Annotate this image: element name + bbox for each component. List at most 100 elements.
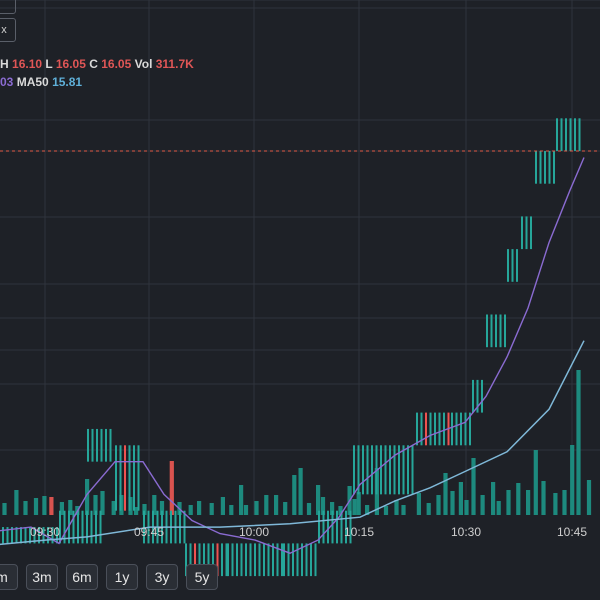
- volume-bar: [197, 501, 202, 515]
- up-candle: [236, 543, 238, 577]
- ma-legend: 03 MA50 15.81: [0, 75, 82, 89]
- down-candle: [124, 445, 126, 511]
- up-candle: [96, 428, 98, 462]
- up-candle: [263, 543, 265, 577]
- volume-bar: [243, 505, 249, 515]
- range-button-5y[interactable]: 5y: [186, 564, 218, 590]
- range-button-3m[interactable]: 3m: [26, 564, 58, 590]
- up-candle: [511, 249, 514, 282]
- x-tick-label: 10:00: [238, 525, 270, 539]
- up-candle: [420, 412, 423, 446]
- volume-bar: [471, 458, 476, 515]
- volume-bar: [134, 507, 139, 515]
- up-candle: [353, 445, 355, 495]
- up-candle: [345, 510, 347, 544]
- volume-bar: [264, 495, 269, 515]
- volume-bar: [169, 461, 174, 515]
- ma50-value: 15.81: [52, 75, 83, 89]
- volume-bar: [93, 495, 98, 515]
- up-candle: [371, 445, 373, 495]
- volume-bar: [100, 491, 105, 515]
- volume-bar: [33, 498, 39, 515]
- up-candle: [349, 510, 352, 544]
- up-candle: [203, 543, 205, 577]
- up-candle: [128, 445, 131, 511]
- close-label: C: [89, 57, 98, 71]
- volume-bar: [480, 495, 485, 515]
- volume-bar: [274, 495, 279, 515]
- toolbar-button-top[interactable]: [0, 0, 16, 14]
- volume-bar: [152, 495, 157, 515]
- volume-bar: [562, 490, 567, 515]
- up-candle: [357, 445, 360, 495]
- up-candle: [407, 445, 409, 495]
- down-candle: [216, 543, 219, 577]
- up-candle: [33, 527, 36, 544]
- up-candle: [56, 527, 58, 544]
- up-candle: [272, 543, 274, 577]
- up-candle: [42, 527, 45, 544]
- up-candle: [90, 510, 93, 544]
- up-candle: [530, 216, 532, 250]
- up-candle: [556, 118, 558, 151]
- ma-short-value: 03: [0, 75, 14, 89]
- volume-label: Vol: [134, 57, 153, 71]
- up-candle: [331, 510, 334, 544]
- volume-bar: [254, 501, 259, 515]
- up-candle: [535, 151, 537, 184]
- range-button-3y[interactable]: 3y: [146, 564, 178, 590]
- range-selector: m 3m 6m 1y 3y 5y: [0, 564, 218, 590]
- volume-bar: [306, 503, 312, 515]
- up-candle: [281, 543, 283, 577]
- up-candle: [472, 379, 474, 413]
- close-indicator-button[interactable]: x: [0, 18, 16, 42]
- up-candle: [469, 412, 471, 446]
- up-candle: [254, 543, 256, 577]
- up-candle: [95, 510, 97, 544]
- up-candle: [495, 314, 497, 348]
- up-candle: [301, 543, 303, 577]
- up-candle: [429, 412, 432, 446]
- volume-bar: [526, 490, 531, 515]
- up-candle: [267, 543, 270, 577]
- range-button-1y[interactable]: 1y: [106, 564, 138, 590]
- volume-bar: [576, 370, 581, 515]
- range-button-6m[interactable]: 6m: [66, 564, 98, 590]
- volume-bar: [394, 500, 399, 515]
- volume-bar: [2, 503, 7, 515]
- up-candle: [287, 543, 290, 577]
- up-candle: [460, 412, 462, 446]
- up-candle: [72, 510, 75, 544]
- x-tick-label: 10:15: [343, 525, 375, 539]
- volume-bar: [23, 501, 28, 515]
- volume-bar: [298, 468, 303, 515]
- ohlc-legend: H 16.10 L 16.05 C 16.05 Vol 311.7K: [0, 57, 194, 71]
- up-candle: [86, 510, 88, 544]
- up-candle: [81, 510, 84, 544]
- up-candle: [560, 118, 563, 151]
- volume-bar: [443, 473, 448, 515]
- up-candle: [443, 412, 445, 446]
- volume-bar: [14, 490, 19, 515]
- volume-bar: [491, 482, 496, 515]
- range-button-partial[interactable]: m: [0, 564, 18, 590]
- up-candle: [464, 412, 467, 446]
- up-candle: [258, 543, 261, 577]
- up-candle: [553, 151, 555, 184]
- up-candle: [578, 118, 581, 151]
- low-label: L: [45, 57, 53, 71]
- up-candle: [11, 527, 13, 544]
- up-candle: [38, 527, 40, 544]
- up-candle: [569, 118, 572, 151]
- volume-bar: [450, 491, 455, 515]
- x-tick-label: 09:30: [29, 525, 61, 539]
- up-candle: [336, 510, 338, 544]
- up-candle: [389, 445, 391, 495]
- up-candle: [366, 445, 369, 495]
- volume-bar: [49, 497, 54, 515]
- volume-bar: [541, 481, 546, 515]
- up-candle: [63, 510, 66, 544]
- up-candle: [296, 543, 299, 577]
- up-candle: [438, 412, 441, 446]
